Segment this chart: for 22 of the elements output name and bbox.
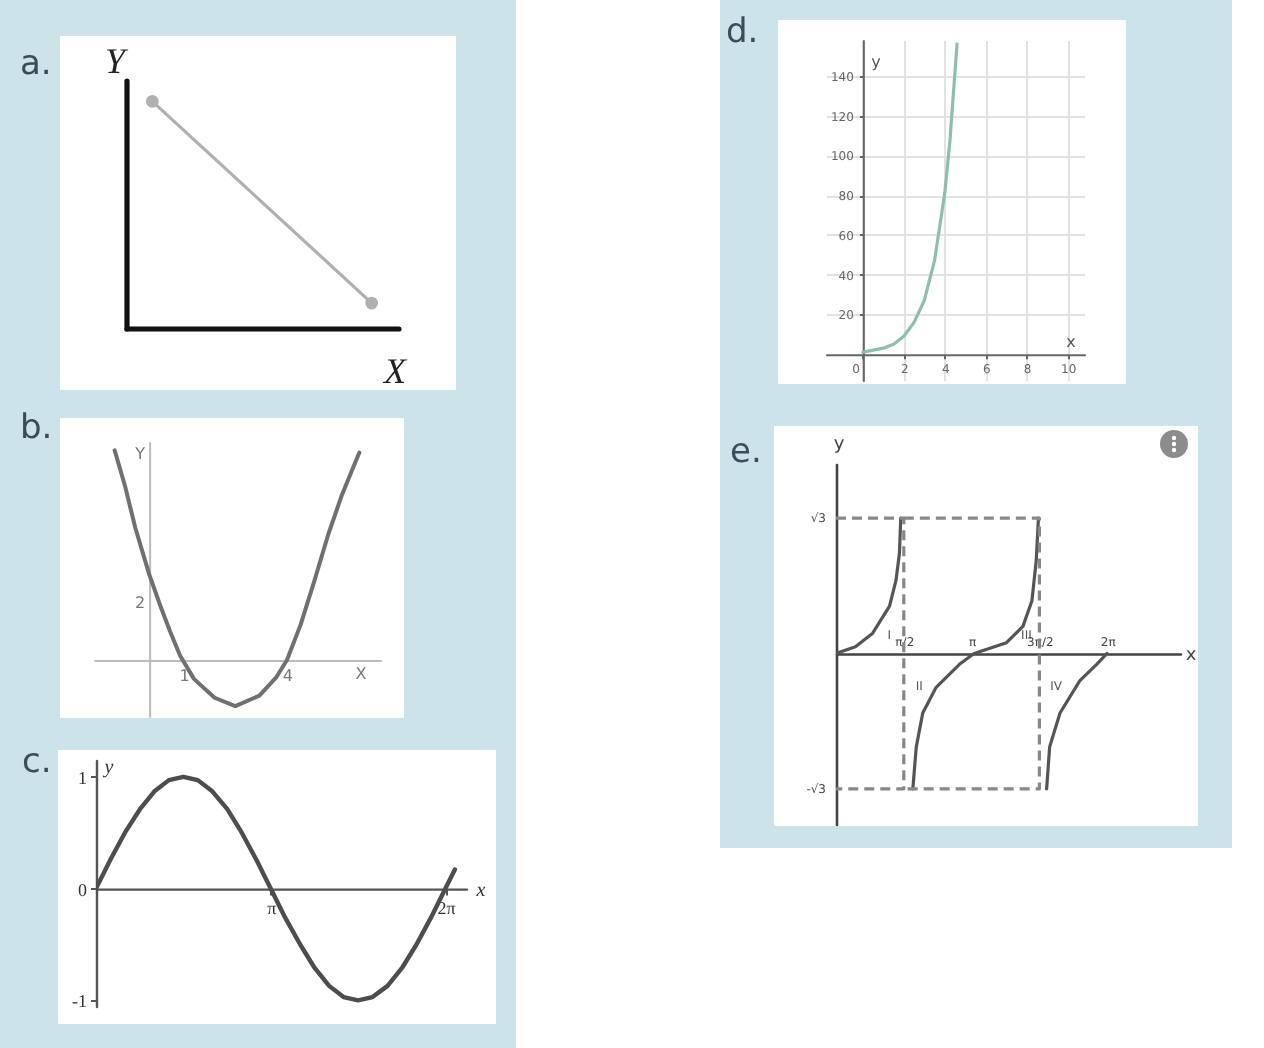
- x-axis-title: x: [1066, 333, 1077, 352]
- y-axis-title: y: [833, 435, 846, 455]
- chart-title: e.: [730, 432, 762, 472]
- chart-title: c.: [22, 742, 52, 782]
- y-axis-title: Y: [104, 41, 129, 81]
- x-tick-label: π: [267, 897, 278, 918]
- y-axis-title: y: [102, 757, 115, 779]
- y-tick-label: -1: [72, 991, 87, 1012]
- x-tick-label: 4: [282, 667, 294, 686]
- x-axis-title: x: [474, 879, 487, 902]
- x-axis-title: X: [355, 665, 368, 684]
- chart-title: b.: [20, 408, 53, 448]
- y-tick-label: 1: [78, 767, 87, 788]
- annotation: 2: [134, 594, 146, 612]
- x-tick-label: 2π: [437, 897, 457, 918]
- y-axis-title: y: [871, 53, 882, 71]
- x-axis-title: X: [382, 351, 408, 391]
- chart-title: a.: [20, 44, 52, 84]
- y-axis-title: Y: [133, 445, 146, 463]
- y-tick-label: 0: [78, 879, 88, 900]
- x-axis-title: x: [1185, 646, 1198, 667]
- chart-title: d.: [726, 12, 759, 52]
